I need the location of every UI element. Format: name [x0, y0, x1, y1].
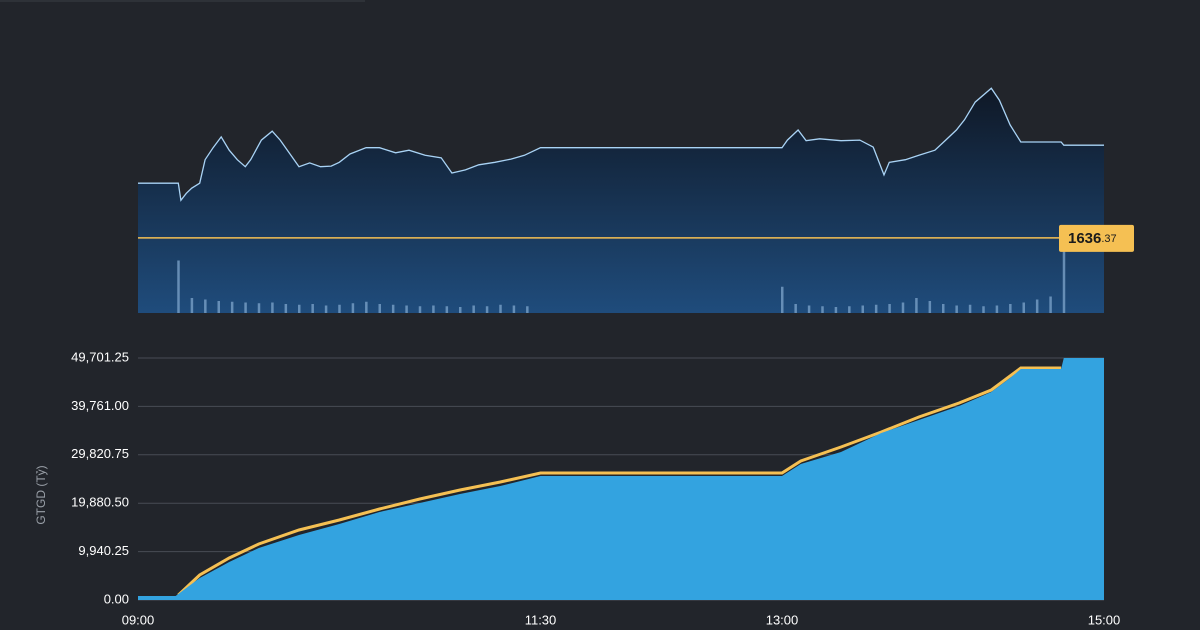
volume-bar	[834, 307, 838, 313]
volume-bar	[1035, 299, 1039, 313]
volume-bar	[311, 304, 314, 313]
price-line	[138, 87, 1104, 202]
reference-label: 1636.37	[1068, 230, 1117, 247]
volume-bar	[391, 304, 395, 313]
y-tick-label: 19,880.50	[71, 495, 129, 510]
volume-bar	[459, 307, 462, 313]
volume-bar	[365, 301, 368, 313]
reference-tag	[1059, 224, 1134, 252]
volume-bar	[351, 303, 355, 313]
volume-bar	[901, 302, 905, 313]
volume-bar	[955, 305, 958, 313]
volume-bar	[512, 305, 516, 313]
volume-bar	[230, 301, 234, 313]
y-tick-label: 49,701.25	[71, 349, 129, 364]
volume-bar	[888, 304, 891, 313]
volume-bar	[1022, 302, 1025, 313]
volume-bar	[472, 305, 475, 313]
volume-bar	[915, 298, 918, 313]
reference-label-decimals: .37	[1101, 233, 1116, 245]
volume-bar	[1009, 304, 1012, 313]
volume-bar	[298, 304, 301, 313]
x-tick-label: 13:00	[766, 612, 799, 627]
volume-bar	[861, 305, 864, 313]
volume-bar	[418, 306, 422, 313]
y-tick-label: 29,820.75	[71, 446, 129, 461]
volume-bar	[526, 306, 529, 313]
volume-bar	[271, 302, 274, 313]
x-tick-label: 15:00	[1088, 612, 1121, 627]
volume-bar	[1049, 296, 1052, 313]
volume-bar	[1062, 238, 1066, 313]
volume-bar	[284, 304, 288, 313]
y-tick-label: 0.00	[104, 591, 129, 606]
volume-bar	[995, 305, 999, 313]
x-tick-label: 11:30	[525, 612, 557, 627]
volume-bar	[928, 301, 932, 313]
volume-bar	[405, 305, 408, 313]
volume-bar	[485, 306, 489, 313]
volume-bar	[848, 306, 851, 313]
volume-bar	[257, 303, 261, 313]
volume-bar	[794, 304, 797, 313]
price-area	[138, 88, 1104, 313]
volume-bar	[781, 286, 784, 313]
volume-bar	[177, 260, 180, 313]
volume-bar	[942, 304, 945, 313]
volume-bar	[217, 301, 220, 313]
reference-series-line	[177, 366, 1062, 597]
volume-bar	[968, 304, 972, 313]
volume-bar	[324, 305, 328, 313]
y-axis-label: GTGD (Tỷ)	[34, 465, 48, 524]
volume-bar	[190, 298, 194, 313]
y-tick-label: 39,761.00	[71, 398, 129, 413]
y-tick-label: 9,940.25	[78, 543, 129, 558]
volume-bar	[378, 304, 381, 313]
x-tick-label: 09:00	[122, 612, 155, 627]
value-area	[138, 358, 1104, 600]
volume-bar	[821, 306, 824, 313]
volume-bar	[244, 302, 247, 313]
volume-bar	[807, 305, 811, 313]
volume-bar	[432, 305, 435, 313]
volume-bar	[204, 299, 207, 313]
volume-bar	[338, 304, 341, 313]
volume-bar	[982, 306, 985, 313]
volume-bar	[499, 304, 502, 313]
volume-bar	[874, 304, 878, 313]
volume-bar	[445, 306, 449, 313]
